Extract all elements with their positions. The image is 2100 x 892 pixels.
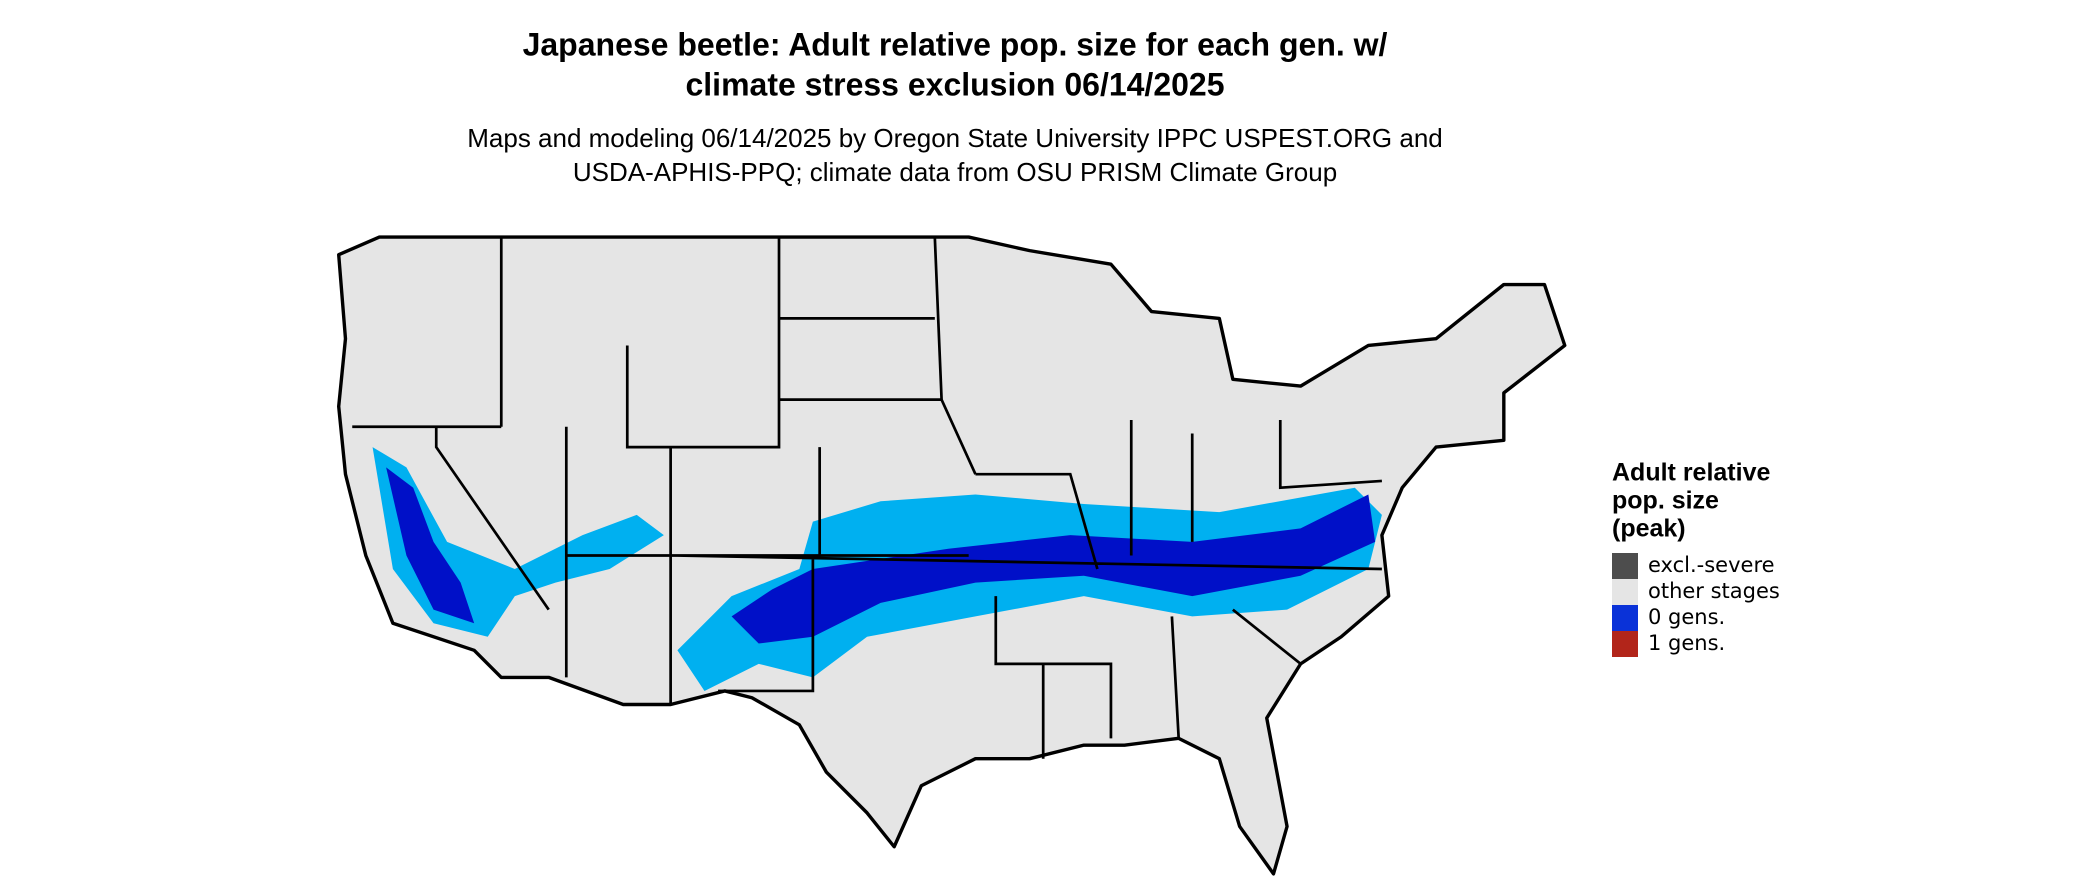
map	[337, 235, 1567, 876]
legend-label: other stages	[1648, 579, 1780, 603]
title-line: climate stress exclusion 06/14/2025	[685, 66, 1224, 102]
legend-swatch	[1612, 579, 1638, 605]
legend-label: excl.-severe	[1648, 553, 1775, 577]
legend-title: pop. size	[1612, 487, 1719, 515]
state-borders	[352, 237, 1382, 759]
legend-swatch	[1612, 631, 1638, 657]
subtitle-line: USDA-APHIS-PPQ; climate data from OSU PR…	[573, 157, 1337, 187]
legend-title: Adult relative	[1612, 459, 1770, 487]
legend-title: (peak)	[1612, 515, 1686, 543]
subtitle-line: Maps and modeling 06/14/2025 by Oregon S…	[467, 123, 1443, 153]
legend-label: 1 gens.	[1648, 631, 1725, 655]
legend-swatch	[1612, 553, 1638, 579]
legend-label: 0 gens.	[1648, 605, 1725, 629]
range-dark	[386, 467, 1376, 644]
legend-swatch	[1612, 605, 1638, 631]
title-line: Japanese beetle: Adult relative pop. siz…	[523, 26, 1388, 62]
